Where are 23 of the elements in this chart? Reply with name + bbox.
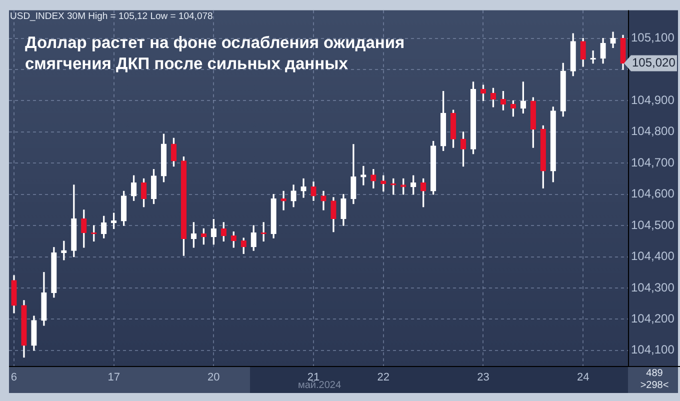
x-tick-label: 24 <box>576 372 590 384</box>
y-tick-label: 104,800 <box>631 124 675 138</box>
chart-subtitle: USD_INDEX 30M High = 105,12 Low = 104,078 <box>10 11 213 22</box>
y-tick-label: 104,400 <box>631 249 675 264</box>
text: 489 <box>645 368 664 380</box>
text: Доллар растет на фоне ослабления ожидания смягчения ДКП после сильных данных <box>25 33 406 75</box>
y-tick-label: 104,500 <box>631 218 675 232</box>
x-tick-label: 23 <box>477 372 490 384</box>
x-tick-label: 22 <box>377 372 390 384</box>
x-tick-label: 17 <box>108 372 120 384</box>
y-tick-label: 104,600 <box>631 186 675 201</box>
y-tick-label: 104,100 <box>631 342 675 357</box>
y-tick-label: 104,900 <box>631 93 675 108</box>
y-tick-label: 104,700 <box>631 155 675 170</box>
candlestick <box>360 166 366 186</box>
y-tick-label: 104,200 <box>631 311 675 326</box>
y-tick-label: 104,300 <box>631 280 675 294</box>
x-tick-label: 20 <box>208 372 220 384</box>
y-tick-label: 105,100 <box>631 30 675 45</box>
text: 105,020 <box>632 56 676 70</box>
candlestick <box>300 178 306 198</box>
text: >298< <box>639 380 670 392</box>
x-tick-label: 6 <box>10 372 18 384</box>
